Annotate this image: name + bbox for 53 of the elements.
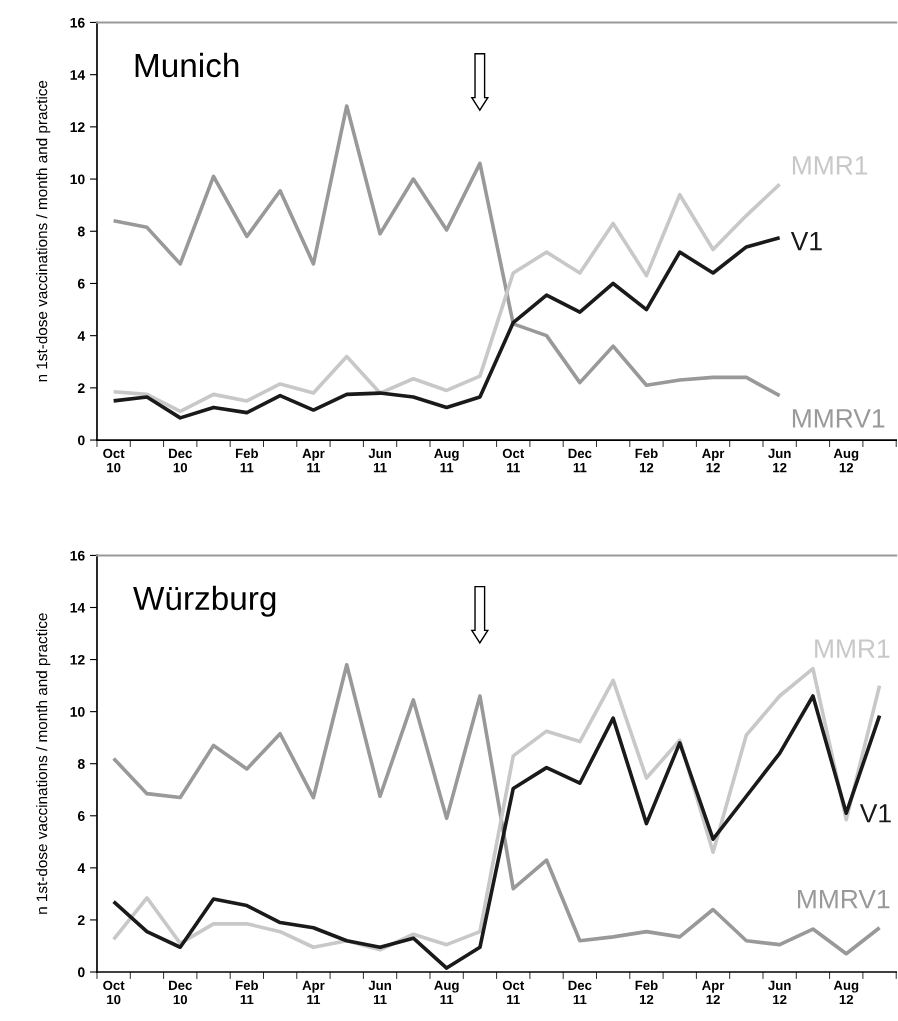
x-tick-label: Feb 11 <box>235 980 259 1005</box>
y-tick-label: 16 <box>70 550 85 561</box>
x-tick-label: Aug 12 <box>833 980 859 1005</box>
x-tick-label: Dec 10 <box>169 980 192 1005</box>
x-tick-label: Feb 12 <box>635 448 658 473</box>
y-tick-label: 14 <box>70 602 86 613</box>
y-tick-label: 2 <box>77 915 85 925</box>
x-tick-label: Dec 10 <box>169 448 192 473</box>
text: Munich <box>135 52 239 78</box>
y-tick-label: 0 <box>78 435 85 446</box>
series-label: MMRV1 <box>792 409 885 428</box>
x-tick-label: Jun 12 <box>768 448 791 473</box>
y-tick-label: 4 <box>77 863 86 873</box>
x-tick-label: Dec 11 <box>568 448 592 473</box>
series-label: V1 <box>859 804 891 823</box>
x-tick-label: Aug 12 <box>833 448 859 473</box>
x-tick-label: Aug 11 <box>434 980 459 1005</box>
y-tick-label: 4 <box>77 331 86 341</box>
x-tick-label: Feb 12 <box>635 980 658 1005</box>
x-tick-label: Apr 11 <box>302 980 325 1005</box>
x-tick-label: Apr 12 <box>702 448 725 473</box>
y-tick-label: 2 <box>77 383 85 393</box>
x-tick-label: Aug 11 <box>434 448 459 473</box>
y-tick-label: 16 <box>70 17 85 28</box>
x-tick-label: Feb 11 <box>235 448 259 473</box>
x-tick-label: Oct 11 <box>502 980 525 1005</box>
y-axis-title: n 1st-dose vaccinations / month and practice <box>36 80 51 382</box>
x-tick-label: Jun 11 <box>368 980 391 1005</box>
x-tick-label: Jun 11 <box>368 448 391 473</box>
y-tick-label: 12 <box>70 122 85 132</box>
y-axis-title: n 1st-dose vaccinations / month and practice <box>36 613 51 914</box>
x-tick-label: Apr 11 <box>302 448 325 473</box>
line-series <box>111 182 782 414</box>
x-tick-label: Oct 10 <box>103 980 125 1005</box>
series-label: V1 <box>790 232 822 251</box>
y-tick-label: 6 <box>77 811 85 821</box>
x-tick-label: Oct 10 <box>103 448 125 473</box>
y-tick-label: 8 <box>77 226 85 237</box>
y-tick-label: 10 <box>70 174 85 185</box>
x-tick-label: Apr 12 <box>702 980 725 1005</box>
series-label: MMRV1 <box>797 890 890 909</box>
line-series <box>111 235 782 420</box>
y-tick-label: 14 <box>70 70 86 80</box>
y-tick-label: 6 <box>77 278 85 289</box>
y-tick-label: 12 <box>70 654 85 665</box>
y-tick-label: 8 <box>77 759 85 769</box>
x-tick-label: Dec 11 <box>568 980 592 1005</box>
text: Würzburg <box>133 585 276 617</box>
x-tick-label: Oct 11 <box>502 448 525 473</box>
x-tick-label: Jun 12 <box>768 980 791 1005</box>
line-series <box>111 104 782 398</box>
y-tick-label: 0 <box>78 967 85 978</box>
y-tick-label: 10 <box>70 706 85 717</box>
